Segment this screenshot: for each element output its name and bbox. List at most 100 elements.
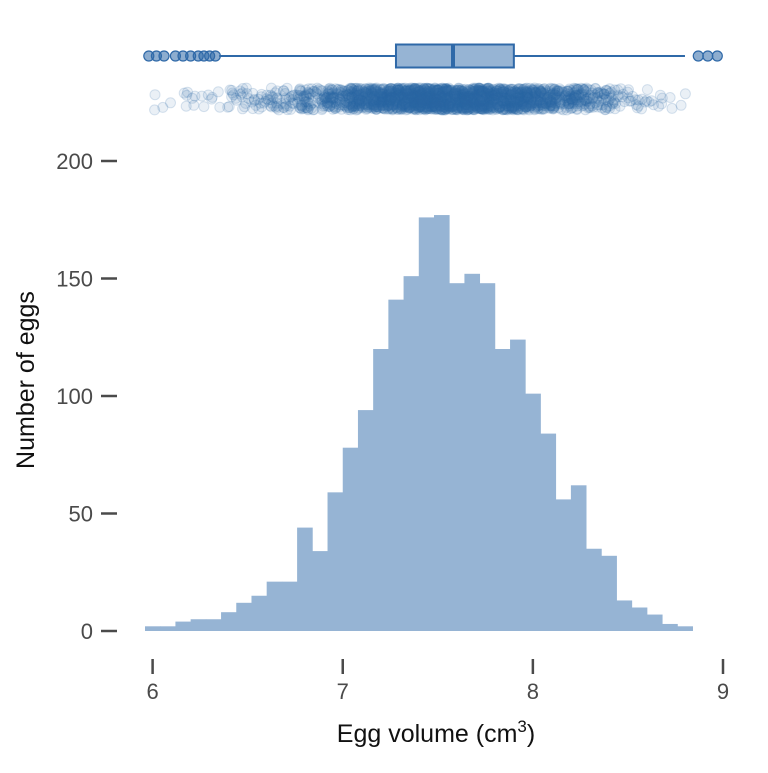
strip-point [296,101,308,113]
strip-point [402,97,414,109]
strip-point [348,83,360,94]
strip-point [359,98,370,110]
strip-point [411,86,423,98]
strip-point [401,87,413,99]
strip-point [401,100,413,112]
strip-point [347,103,359,115]
x-tick-label: 7 [337,679,349,704]
strip-point [324,82,336,94]
strip-point [395,101,407,113]
strip-point [323,83,335,95]
strip-point [353,90,365,102]
strip-point [344,93,356,105]
strip-point [342,92,354,104]
strip-point [320,92,332,104]
strip-point [186,92,198,104]
strip-point [306,83,318,95]
strip-point [364,89,376,100]
strip-point [357,88,369,100]
strip-point [256,88,268,100]
strip-point [371,88,383,100]
strip-point [376,100,388,112]
strip-point [383,86,395,98]
strip-point [188,99,200,111]
strip-point [325,97,337,109]
histogram-bar [525,393,541,631]
strip-point [495,91,507,102]
strip-point [398,89,410,101]
strip-point [247,103,259,115]
strip-point [377,92,389,104]
strip-point [405,84,417,95]
histogram-bar [388,299,404,631]
strip-point [280,94,292,105]
strip-point [340,90,352,102]
strip-point [305,88,317,100]
strip-point [212,86,224,98]
strip-point [324,100,336,112]
strip-point [288,89,300,101]
strip-point [281,100,292,112]
strip-point [299,102,311,113]
strip-point [345,82,357,94]
strip-point [413,100,425,112]
strip-point [352,103,364,115]
strip-point [368,96,380,108]
strip-point [397,103,409,115]
strip-point [314,93,326,105]
strip-point [384,94,396,106]
strip-point [325,99,337,111]
strip-point [268,100,280,112]
strip-point [294,102,306,114]
strip-point [391,102,403,114]
strip-point [370,90,382,102]
strip-point [392,92,403,104]
strip-point [412,89,424,101]
strip-point [377,102,389,114]
strip-point [377,95,389,107]
strip-point [348,84,360,96]
strip-point [374,96,386,108]
strip-point [380,91,392,103]
strip-point [346,91,358,103]
strip-point [538,103,549,115]
strip-point [383,94,395,105]
strip-point [410,102,422,113]
strip-point [250,99,262,111]
strip-point [403,93,415,105]
strip-point [237,83,249,94]
strip-point [346,102,358,113]
strip-point [351,96,363,108]
strip-point [341,96,353,108]
strip-point [342,89,354,101]
strip-point [305,103,317,114]
strip-point [383,85,395,97]
strip-point [355,94,367,106]
strip-point [383,99,395,111]
strip-point [352,89,364,101]
x-axis-title-end: ) [527,720,535,748]
strip-point [297,103,309,115]
strip-point [407,91,419,103]
strip-point [361,99,373,111]
strip-point [369,99,381,111]
strip-point [266,90,278,102]
strip-point [344,83,355,95]
strip-point [353,98,365,110]
strip-point [379,99,390,111]
y-tick-label: 200 [56,149,93,174]
strip-point [403,99,415,111]
strip-point [393,89,405,101]
strip-point [408,82,420,94]
strip-point [407,90,419,102]
strip-point [367,83,379,95]
strip-point [371,100,383,112]
strip-point [385,92,397,104]
strip-point [356,95,368,107]
strip-point [370,97,382,109]
strip-point [409,83,421,94]
strip-point [407,103,419,115]
strip-point [294,84,305,96]
histogram-bar [646,614,663,631]
